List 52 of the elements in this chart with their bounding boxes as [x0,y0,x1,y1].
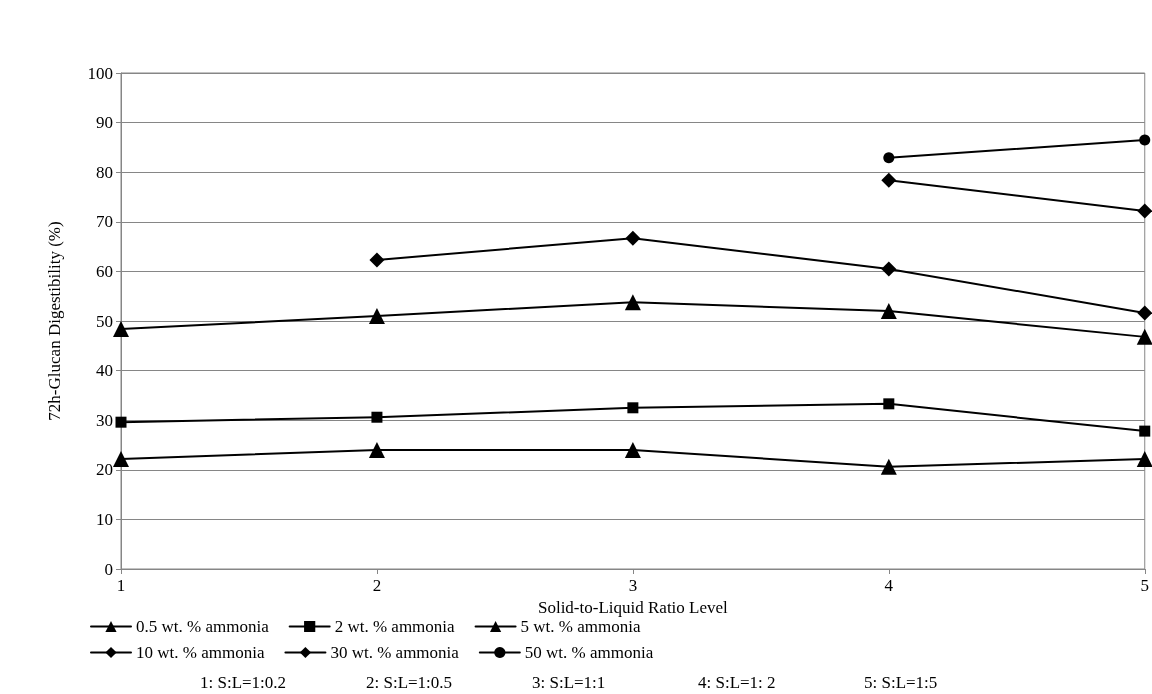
legend-label: 10 wt. % ammonia [136,643,265,662]
y-tick-label: 80 [96,162,113,182]
point [1137,203,1152,219]
text: 4: S:L=1: 2 [698,673,776,692]
text: 5: S:L=1:5 [864,673,938,692]
y-tick-label: 100 [87,63,113,83]
point [625,230,641,246]
y-tick-label: 20 [96,460,113,480]
legend-label: 2 wt. % ammonia [334,617,456,636]
text: 2: S:L=1:0.5 [366,673,453,692]
point [1139,425,1151,437]
point [115,416,127,428]
point [880,458,897,475]
point [113,320,129,337]
point [369,252,385,268]
point [627,402,639,414]
y-tick-label: 0 [104,559,113,579]
point [883,398,895,410]
x-axis-title: Solid-to-Liquid Ratio Level [537,597,729,617]
y-tick-label: 60 [96,261,113,281]
y-tick-label: 90 [96,113,113,133]
point [881,172,897,188]
y-tick-label: 50 [96,311,113,331]
y-tick-label: 10 [96,509,113,529]
x-tick-label: 3 [628,576,638,595]
text: 3: S:L=1:1 [532,673,606,692]
text: 1: S:L=1:0.2 [200,673,287,692]
point [1136,328,1152,345]
x-tick-label: 2 [372,576,382,595]
point [1136,450,1152,467]
y-tick-label: 40 [96,361,113,381]
point [113,450,129,467]
x-tick-label: 1 [116,576,126,595]
legend-label: 0.5 wt. % ammonia [136,617,270,636]
point [624,294,641,311]
legend-label: 30 wt. % ammonia [330,643,460,662]
point [624,441,641,458]
point [368,308,385,325]
y-axis-title: 72h-Glucan Digestibility (%) [45,221,64,421]
point [883,152,895,164]
point [371,411,383,423]
legend-label: 5 wt. % ammonia [520,617,641,636]
point [368,441,385,458]
point [1137,305,1152,321]
point [880,303,897,320]
y-tick-label: 70 [96,212,113,232]
legend-label: 50 wt. % ammonia [524,643,654,662]
y-tick-label: 30 [96,410,113,430]
point [881,261,897,277]
point [1139,134,1151,146]
x-tick-label: 5 [1140,576,1149,595]
x-tick-label: 4 [884,576,894,595]
